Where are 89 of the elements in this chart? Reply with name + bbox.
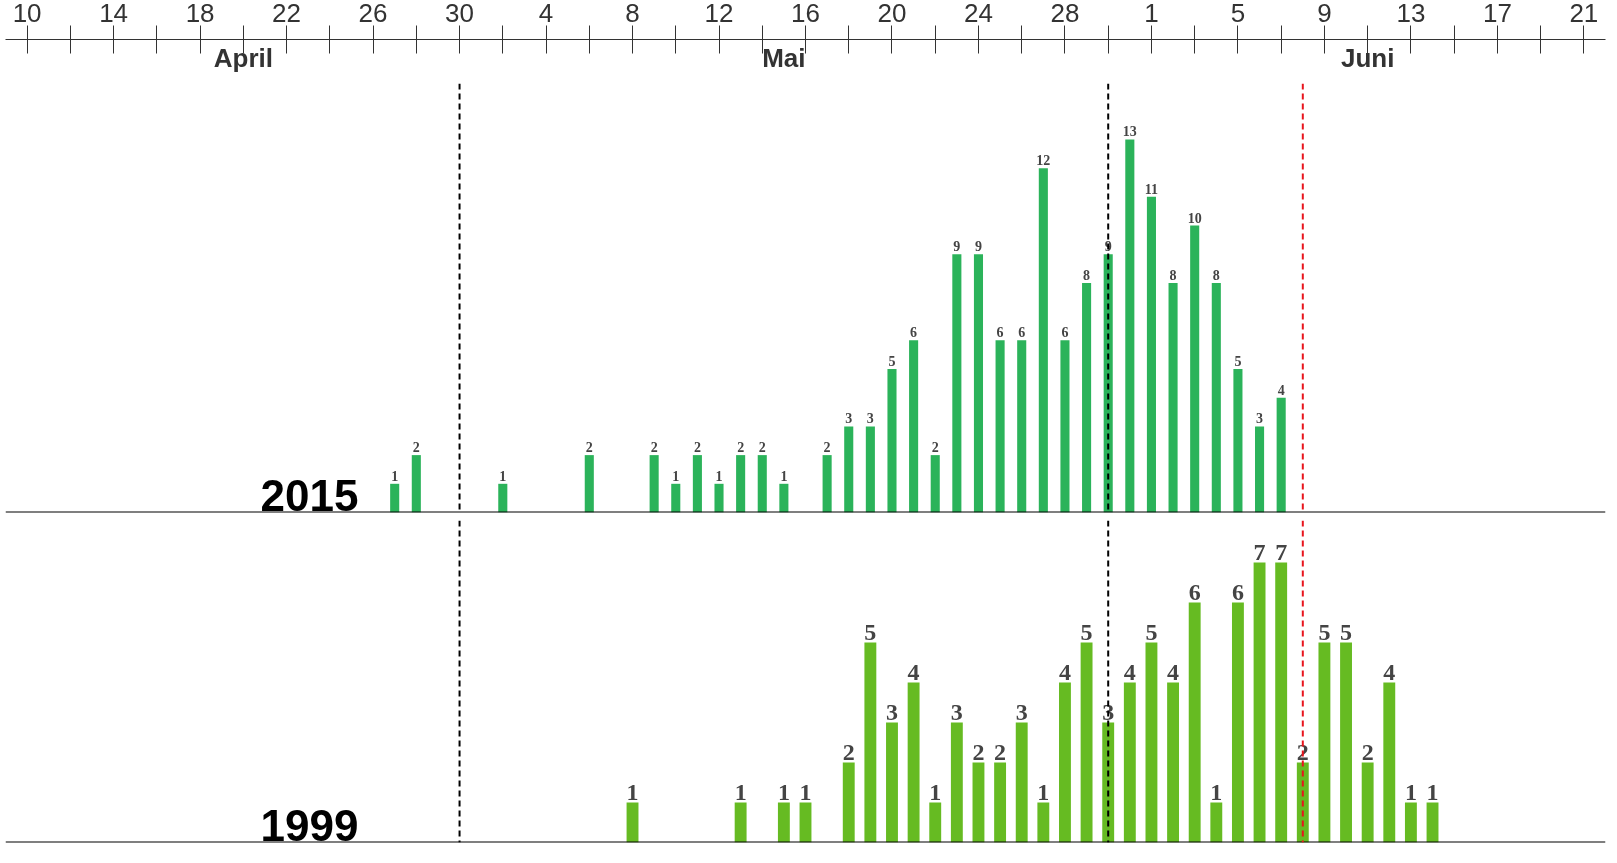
data-label: 1 [929,778,942,805]
data-label: 1 [799,778,812,805]
data-label: 2 [412,440,420,456]
x2-tick-label: April [213,42,273,73]
data-label: 2 [972,738,985,765]
data-label: 13 [1122,124,1137,140]
data-label: 2 [994,738,1007,765]
data-label: 5 [864,618,877,645]
x-tick-label: 18 [185,0,215,28]
data-label: 11 [1144,181,1159,197]
data-label: 1 [1037,778,1050,805]
data-label: 8 [1212,267,1220,283]
data-label: 6 [1061,325,1069,341]
data-label: 1 [1404,778,1417,805]
x-tick-label: 28 [1050,0,1080,28]
x-tick-label: 1 [1144,0,1159,28]
data-label: 1 [499,468,507,484]
data-label: 5 [1234,354,1242,370]
data-label: 6 [1018,325,1026,341]
data-label: 9 [1104,239,1112,255]
data-label: 12 [1036,153,1051,169]
data-label: 5 [888,354,896,370]
data-label: 1 [391,468,399,484]
data-label: 2 [585,440,593,456]
x-tick-label: 8 [625,0,640,28]
data-label: 2 [693,440,701,456]
data-label: 6 [910,325,918,341]
data-label: 4 [1058,658,1071,685]
x-tick-label: 30 [445,0,475,28]
x2-tick-label: Mai [762,42,806,73]
data-label: 7 [1253,538,1266,565]
x-tick-label: 10 [12,0,42,28]
data-label: 3 [1256,411,1264,427]
data-label: 8 [1083,267,1091,283]
data-label: 5 [1340,618,1353,645]
data-label: 1 [777,778,790,805]
data-label: 3 [1015,698,1028,725]
data-label: 2 [1296,738,1309,765]
data-label: 6 [1231,578,1244,605]
data-label: 2 [737,440,745,456]
data-label: 1 [1210,778,1223,805]
x2-tick-label: Juni [1340,42,1395,73]
data-label: 10 [1187,210,1202,226]
data-label: 2 [842,738,855,765]
data-label: 4 [1167,658,1180,685]
data-label: 1 [626,778,639,805]
x-tick-label: 17 [1482,0,1512,28]
data-label: 7 [1275,538,1288,565]
x-tick-label: 13 [1396,0,1426,28]
data-label: 2 [823,440,831,456]
data-label: 3 [1102,698,1115,725]
data-label: 2 [931,440,939,456]
data-label: 8 [1169,267,1177,283]
data-label: 5 [1080,618,1093,645]
x-tick-label: 20 [877,0,907,28]
data-label: 3 [866,411,874,427]
x-tick-label: 16 [791,0,820,28]
text: 2015 [260,470,359,520]
data-label: 4 [1383,658,1396,685]
x-tick-label: 22 [272,0,302,28]
x-tick-label: 14 [99,0,129,28]
x-tick-label: 4 [538,0,554,28]
x-tick-label: 12 [704,0,734,28]
data-label: 5 [1145,618,1158,645]
data-label: 9 [953,239,961,255]
x-tick-label: 24 [964,0,993,28]
text: 1999 [260,800,359,850]
data-label: 3 [885,698,898,725]
data-label: 2 [650,440,658,456]
data-label: 4 [907,658,920,685]
data-label: 4 [1123,658,1136,685]
data-label: 3 [950,698,963,725]
x-tick-label: 26 [358,0,388,28]
data-label: 1 [672,468,680,484]
data-label: 3 [845,411,853,427]
data-label: 1 [1426,778,1439,805]
data-label: 1 [715,468,723,484]
data-label: 6 [996,325,1004,341]
data-label: 2 [1361,738,1374,765]
data-label: 4 [1277,382,1285,398]
data-label: 9 [974,239,982,255]
data-label: 5 [1318,618,1331,645]
x-tick-label: 9 [1317,0,1332,28]
data-label: 2 [758,440,766,456]
data-label: 6 [1188,578,1201,605]
x-tick-label: 5 [1230,0,1246,28]
data-label: 1 [734,778,747,805]
data-label: 1 [780,468,788,484]
x-tick-label: 21 [1569,0,1599,28]
